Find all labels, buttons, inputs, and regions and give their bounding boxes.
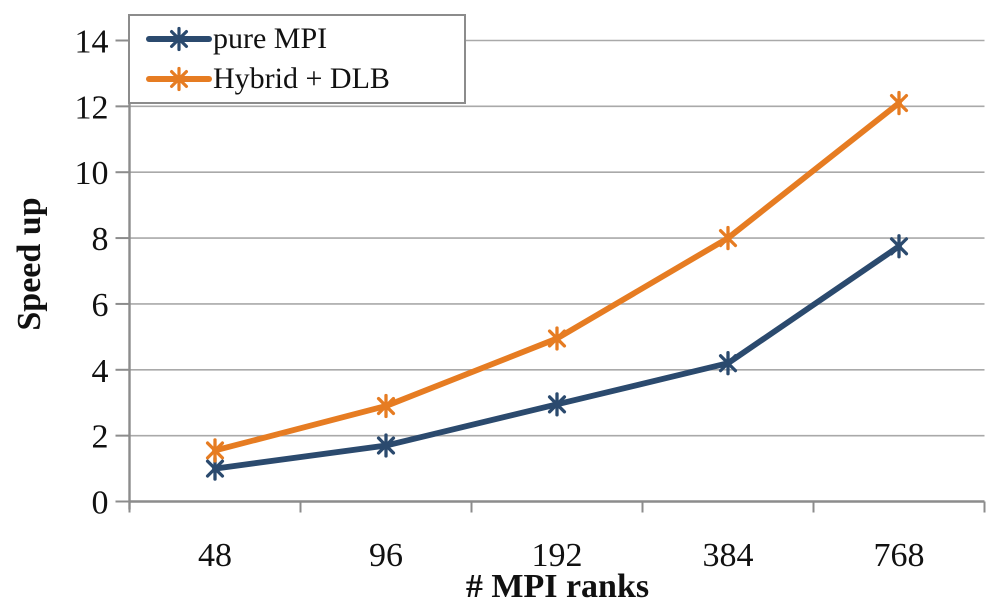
asterisk-marker-icon	[170, 66, 188, 92]
asterisk-marker-icon	[376, 393, 396, 419]
asterisk-marker-icon	[376, 433, 396, 458]
legend-item-hybrid-dlb: Hybrid + DLB	[146, 59, 464, 99]
asterisk-marker-icon	[547, 326, 567, 351]
x-tick-label: 96	[369, 537, 403, 574]
y-tick-label: 14	[75, 24, 109, 61]
x-tick-label: 768	[874, 537, 925, 574]
legend: pure MPI Hybrid + DLB	[128, 14, 466, 104]
legend-line-sample-icon	[146, 26, 212, 52]
asterisk-marker-icon	[547, 392, 567, 417]
legend-label: pure MPI	[213, 22, 328, 55]
legend-item-pure-mpi: pure MPI	[146, 19, 464, 59]
y-tick-label: 4	[92, 353, 109, 390]
x-tick-label: 192	[532, 537, 583, 574]
y-tick-label: 2	[92, 419, 109, 456]
asterisk-marker-icon	[718, 351, 738, 376]
y-tick-label: 8	[92, 221, 109, 258]
y-tick-label: 12	[75, 89, 109, 126]
asterisk-marker-icon	[205, 438, 225, 463]
asterisk-marker-icon	[170, 26, 188, 52]
legend-label: Hybrid + DLB	[213, 62, 390, 95]
y-tick-label: 10	[75, 155, 109, 192]
asterisk-marker-icon	[889, 234, 909, 259]
asterisk-marker-icon	[889, 90, 909, 116]
y-axis-title: Speed up	[11, 197, 48, 331]
y-tick-label: 0	[92, 485, 109, 522]
y-tick-label: 6	[92, 287, 109, 324]
x-tick-label: 48	[198, 537, 232, 574]
x-tick-label: 384	[703, 537, 754, 574]
legend-line-sample-icon	[146, 66, 212, 92]
asterisk-marker-icon	[718, 225, 738, 251]
x-axis-title: # MPI ranks	[465, 568, 650, 605]
